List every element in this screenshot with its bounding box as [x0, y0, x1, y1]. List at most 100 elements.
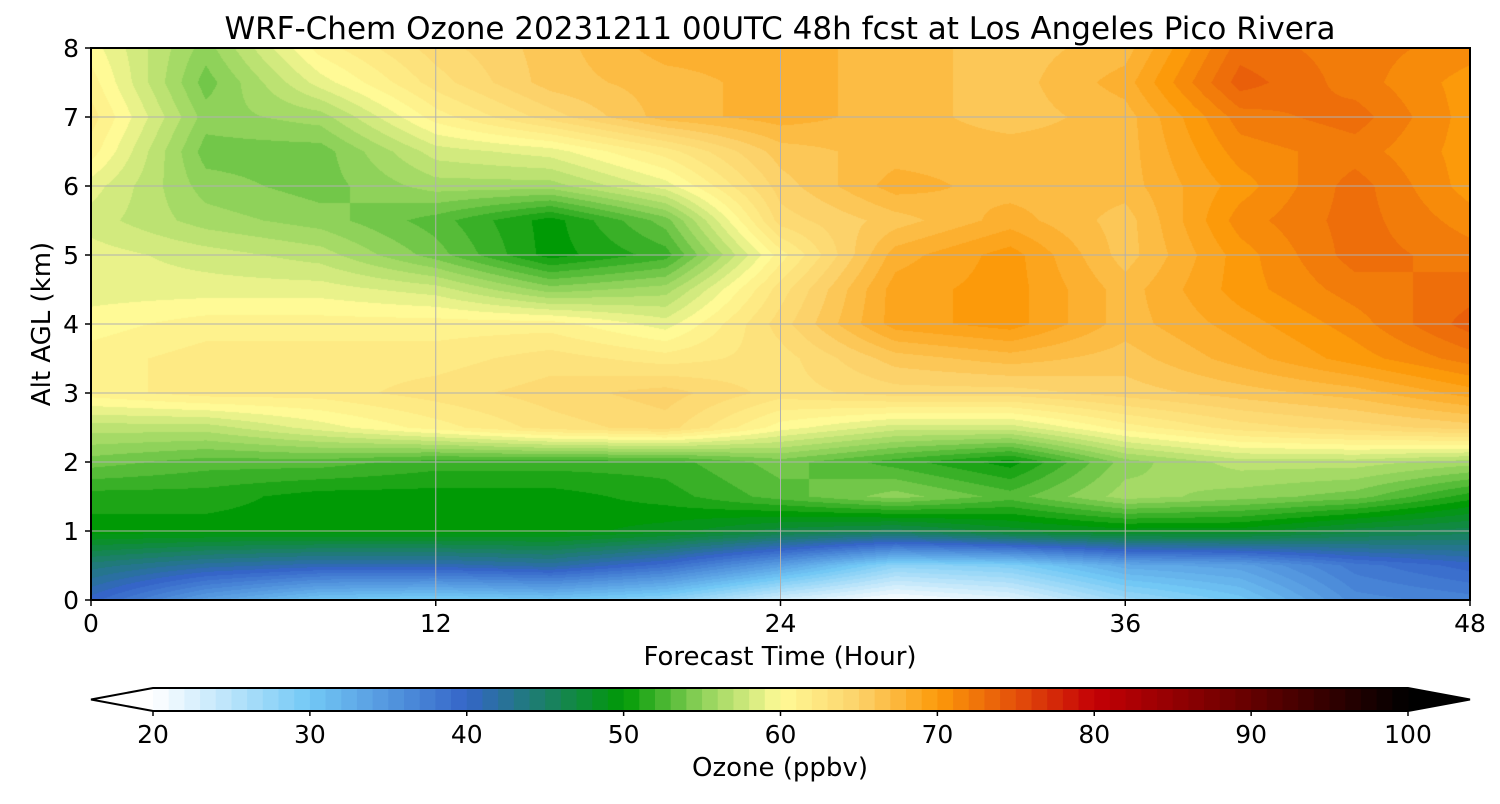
- colorbar-level: [388, 688, 405, 711]
- colorbar-level: [733, 688, 750, 711]
- colorbar-level: [811, 688, 829, 711]
- colorbar-level: [1329, 688, 1346, 711]
- colorbar-level: [247, 688, 264, 711]
- colorbar-level: [686, 688, 703, 711]
- colorbar-level: [278, 688, 295, 711]
- colorbar-level: [451, 688, 468, 711]
- colorbar-level: [153, 688, 170, 711]
- colorbar-level: [1282, 688, 1299, 711]
- colorbar-tick-label: 70: [921, 720, 953, 749]
- colorbar-tick-label: 100: [1384, 720, 1432, 749]
- colorbar-level: [827, 688, 844, 711]
- colorbar-level: [1251, 688, 1268, 711]
- colorbar-level: [168, 688, 185, 711]
- y-tick-label: 7: [63, 103, 79, 132]
- colorbar-level: [843, 688, 860, 711]
- colorbar-level: [1157, 688, 1174, 711]
- colorbar-level: [968, 688, 986, 711]
- colorbar-level: [184, 688, 201, 711]
- x-tick-label: 48: [1454, 609, 1486, 638]
- colorbar-tick-label: 90: [1235, 720, 1267, 749]
- colorbar-level: [1125, 688, 1142, 711]
- colorbar-level: [498, 688, 515, 711]
- colorbar-level: [1062, 688, 1080, 711]
- colorbar-level: [858, 688, 876, 711]
- colorbar-level: [372, 688, 389, 711]
- colorbar-level: [607, 688, 625, 711]
- colorbar-level: [670, 688, 687, 711]
- colorbar-level: [953, 688, 970, 711]
- y-tick-label: 2: [63, 448, 79, 477]
- colorbar-level: [1313, 688, 1331, 711]
- colorbar-level: [937, 688, 954, 711]
- y-tick-label: 1: [63, 517, 79, 546]
- colorbar-level: [655, 688, 672, 711]
- x-tick-label: 0: [83, 609, 99, 638]
- colorbar-level: [294, 688, 311, 711]
- chart-title: WRF-Chem Ozone 20231211 00UTC 48h fcst a…: [224, 11, 1335, 47]
- colorbar-level: [1094, 688, 1111, 711]
- colorbar-level: [576, 688, 593, 711]
- colorbar-level: [482, 688, 499, 711]
- colorbar-level: [1109, 688, 1127, 711]
- colorbar-max-extension: [1408, 688, 1470, 711]
- colorbar-level: [1266, 688, 1284, 711]
- colorbar-label: Ozone (ppbv): [692, 753, 868, 783]
- colorbar-level: [1345, 688, 1362, 711]
- colorbar-level: [639, 688, 656, 711]
- y-tick-label: 3: [63, 379, 79, 408]
- colorbar-level: [623, 688, 640, 711]
- colorbar-level: [702, 688, 719, 711]
- colorbar-level: [529, 688, 546, 711]
- y-tick-label: 8: [63, 34, 79, 63]
- colorbar-level: [1015, 688, 1033, 711]
- colorbar-level: [1204, 688, 1221, 711]
- colorbar-level: [325, 688, 342, 711]
- colorbar-tick-label: 60: [765, 720, 797, 749]
- colorbar-level: [1141, 688, 1158, 711]
- colorbar-level: [1219, 688, 1237, 711]
- colorbar-level: [780, 688, 797, 711]
- x-tick-label: 12: [420, 609, 452, 638]
- colorbar-level: [749, 688, 766, 711]
- colorbar-tick-label: 40: [451, 720, 483, 749]
- colorbar-level: [404, 688, 421, 711]
- colorbar-tick-label: 30: [294, 720, 326, 749]
- colorbar-level: [262, 688, 280, 711]
- y-tick-label: 0: [63, 586, 79, 615]
- x-tick-label: 24: [765, 609, 797, 638]
- colorbar-level: [1235, 688, 1252, 711]
- colorbar-level: [796, 688, 813, 711]
- colorbar-level: [1000, 688, 1017, 711]
- colorbar-level: [1298, 688, 1315, 711]
- colorbar-level: [1047, 688, 1064, 711]
- colorbar-level: [435, 688, 452, 711]
- colorbar-ticks: 20 30 40 50 60 70 80 90 100: [137, 711, 1432, 749]
- colorbar-level: [1392, 688, 1409, 711]
- colorbar-level: [466, 688, 484, 711]
- colorbar-level: [560, 688, 578, 711]
- y-axis-label: Alt AGL (km): [27, 242, 57, 406]
- colorbar-level: [215, 688, 233, 711]
- colorbar-level: [513, 688, 531, 711]
- colorbar-level: [1188, 688, 1205, 711]
- colorbar-level: [419, 688, 436, 711]
- colorbar-level: [200, 688, 217, 711]
- colorbar-level: [1172, 688, 1189, 711]
- colorbar-level: [592, 688, 609, 711]
- colorbar-level: [341, 688, 358, 711]
- colorbar-tick-label: 80: [1078, 720, 1110, 749]
- colorbar-level: [1360, 688, 1378, 711]
- colorbar-min-extension: [91, 688, 153, 711]
- colorbar-level: [984, 688, 1001, 711]
- y-tick-label: 4: [63, 310, 79, 339]
- colorbar-level: [545, 688, 562, 711]
- x-axis-ticks: 0 12 24 36 48: [83, 600, 1486, 638]
- colorbar-level: [717, 688, 735, 711]
- colorbar-level: [764, 688, 782, 711]
- y-tick-label: 6: [63, 172, 79, 201]
- colorbar-level: [1078, 688, 1095, 711]
- colorbar-tick-label: 20: [137, 720, 169, 749]
